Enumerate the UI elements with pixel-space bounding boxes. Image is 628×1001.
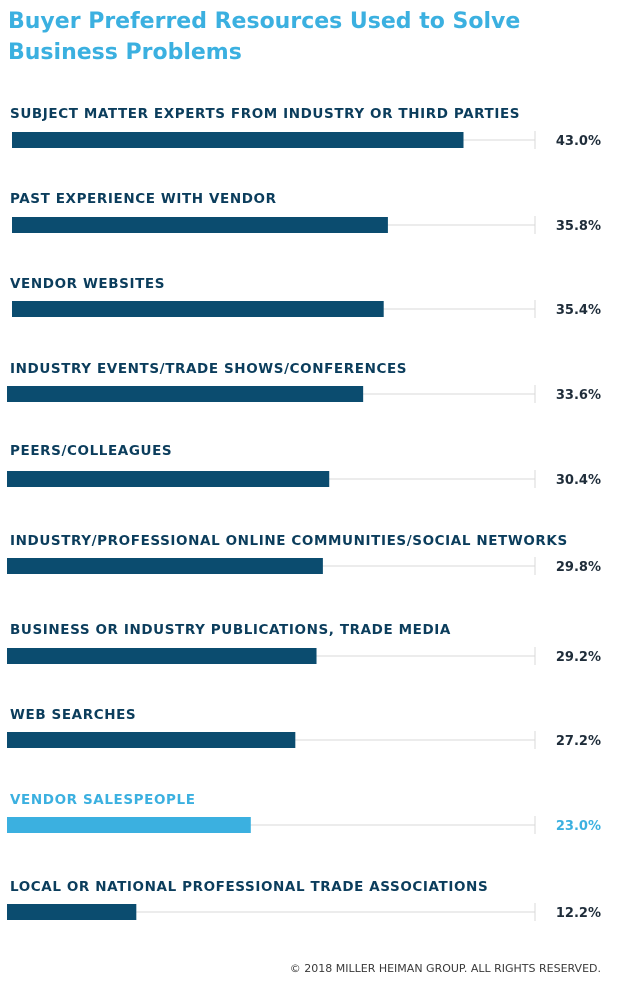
value-label: 43.0% (556, 134, 601, 149)
value-label: 23.0% (556, 819, 601, 834)
value-label: 27.2% (556, 734, 601, 749)
value-label: 29.8% (556, 560, 601, 575)
bar (7, 817, 251, 833)
category-label: PAST EXPERIENCE WITH VENDOR (10, 191, 277, 207)
value-label: 33.6% (556, 388, 601, 403)
category-label: BUSINESS OR INDUSTRY PUBLICATIONS, TRADE… (10, 622, 451, 638)
bar (12, 132, 464, 148)
bar (12, 301, 384, 317)
bar (7, 386, 364, 402)
value-label: 35.4% (556, 303, 601, 318)
copyright-footer: © 2018 MILLER HEIMAN GROUP. ALL RIGHTS R… (289, 962, 601, 975)
chart-title: Buyer Preferred Resources Used to Solve … (8, 9, 521, 65)
category-label: INDUSTRY/PROFESSIONAL ONLINE COMMUNITIES… (10, 533, 568, 549)
value-label: 35.8% (556, 219, 601, 234)
bar (7, 904, 137, 920)
bar (7, 558, 323, 574)
category-label: PEERS/COLLEAGUES (10, 443, 172, 459)
category-label: VENDOR WEBSITES (10, 276, 165, 292)
category-label: INDUSTRY EVENTS/TRADE SHOWS/CONFERENCES (10, 361, 407, 377)
category-label: VENDOR SALESPEOPLE (10, 792, 196, 808)
value-label: 30.4% (556, 473, 601, 488)
bar (12, 217, 388, 233)
category-label: WEB SEARCHES (10, 707, 136, 723)
bar (7, 732, 296, 748)
bar (7, 471, 330, 487)
category-label: LOCAL OR NATIONAL PROFESSIONAL TRADE ASS… (10, 879, 488, 895)
bar (7, 648, 317, 664)
value-label: 29.2% (556, 650, 601, 665)
value-label: 12.2% (556, 906, 601, 921)
category-label: SUBJECT MATTER EXPERTS FROM INDUSTRY OR … (10, 106, 520, 122)
